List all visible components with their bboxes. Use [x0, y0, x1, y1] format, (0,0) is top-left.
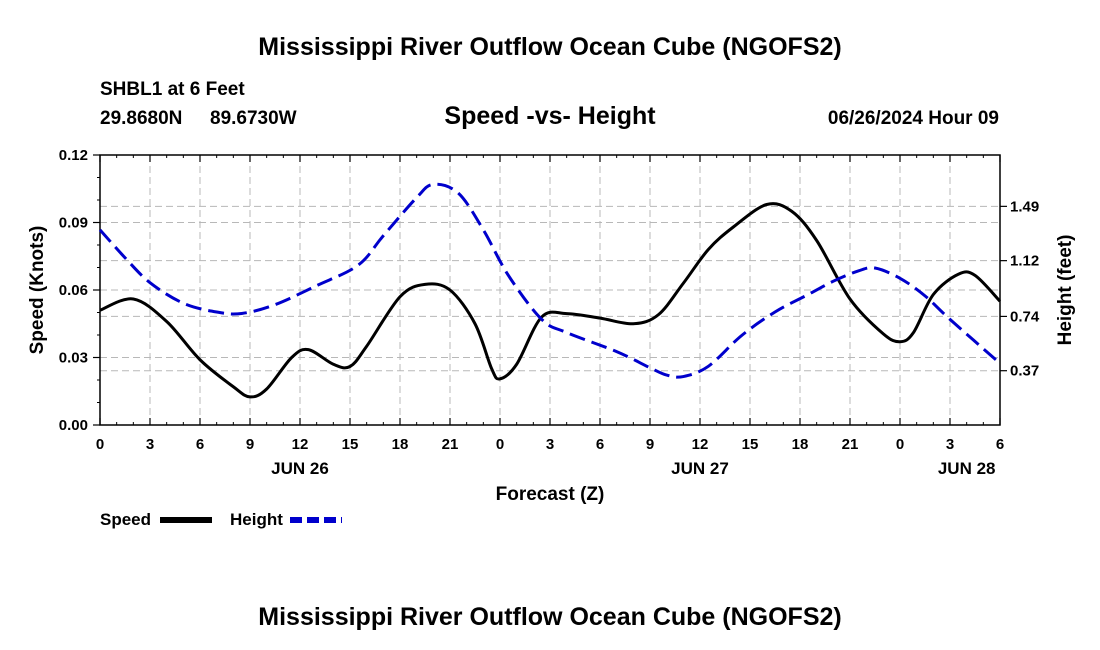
series-line-height	[98, 182, 1001, 379]
x-tick-label: 3	[946, 436, 954, 453]
x-tick-label: 15	[742, 436, 759, 453]
x-tick-label: 15	[342, 436, 359, 453]
y-right-tick-label: 0.37	[1010, 363, 1039, 380]
x-tick-label: 6	[196, 436, 204, 453]
axis-ticks	[93, 154, 1007, 426]
series-lines	[98, 182, 1002, 399]
x-tick-label: 6	[996, 436, 1004, 453]
y-left-tick-label: 0.03	[59, 350, 88, 367]
series-line-speed	[99, 202, 1002, 399]
station-name: SHBL1 at 6 Feet	[100, 79, 245, 100]
x-tick-label: 0	[896, 436, 904, 453]
y-right-tick-label: 1.12	[1010, 253, 1039, 270]
y-left-tick-label: 0.00	[59, 417, 88, 434]
date-label: JUN 26	[271, 459, 329, 478]
forecast-datetime: 06/26/2024 Hour 09	[828, 108, 999, 129]
y-left-tick-label: 0.06	[59, 282, 88, 299]
x-tick-label: 18	[392, 436, 409, 453]
station-longitude: 89.6730W	[210, 108, 297, 129]
legend-speed-label: Speed	[100, 510, 151, 529]
legend: Speed Height	[100, 510, 342, 529]
x-tick-label: 18	[792, 436, 809, 453]
x-tick-label: 9	[646, 436, 654, 453]
y-left-tick-label: 0.09	[59, 215, 88, 232]
x-tick-label: 6	[596, 436, 604, 453]
x-tick-label: 21	[842, 436, 859, 453]
station-latitude: 29.8680N	[100, 108, 182, 129]
date-label: JUN 28	[938, 459, 996, 478]
chart-title: Speed -vs- Height	[444, 102, 656, 130]
x-tick-label: 0	[496, 436, 504, 453]
x-tick-label: 0	[96, 436, 104, 453]
tick-labels: 0 3 6 9 12 15 18 21 0 3 6 9 12 15 18 21 0 3 6 JUN 26 JUN 27 J…	[59, 147, 1040, 478]
x-tick-label: 3	[546, 436, 554, 453]
grid-lines	[100, 155, 1000, 425]
x-axis-label: Forecast (Z)	[496, 484, 605, 505]
footer-title: Mississippi River Outflow Ocean Cube (NG…	[258, 603, 841, 631]
y-right-tick-label: 1.49	[1010, 198, 1039, 215]
y-axis-right-label: Height (feet)	[1055, 235, 1076, 346]
x-tick-label: 3	[146, 436, 154, 453]
x-tick-label: 9	[246, 436, 254, 453]
page-title: Mississippi River Outflow Ocean Cube (NG…	[258, 33, 841, 61]
x-tick-label: 12	[292, 436, 309, 453]
y-left-tick-label: 0.12	[59, 147, 88, 164]
x-tick-label: 21	[442, 436, 459, 453]
legend-height-label: Height	[230, 510, 283, 529]
date-label: JUN 27	[671, 459, 729, 478]
x-tick-label: 12	[692, 436, 709, 453]
y-axis-left-label: Speed (Knots)	[27, 226, 48, 355]
y-right-tick-label: 0.74	[1010, 308, 1040, 325]
